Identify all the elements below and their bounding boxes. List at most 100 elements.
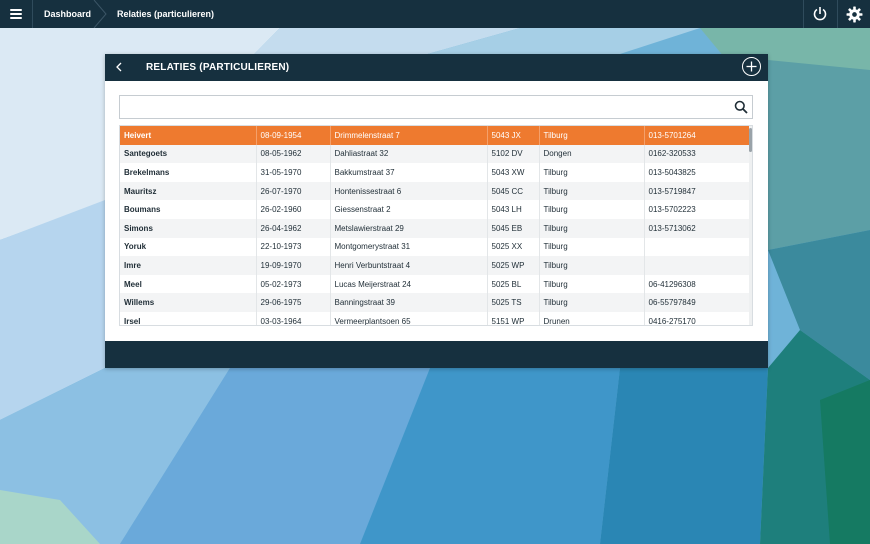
postcode-cell: 5025 XX: [487, 237, 540, 257]
panel-title: RELATIES (PARTICULIEREN): [146, 62, 290, 73]
phone-cell: 06-41296308: [644, 274, 752, 294]
phone-cell: [644, 237, 752, 257]
phone-cell: [644, 256, 752, 275]
postcode-cell: 5025 WP: [487, 256, 540, 275]
address-cell: Banningstraat 39: [330, 293, 488, 312]
birthdate-cell: 26-02-1960: [256, 200, 331, 219]
postcode-cell: 5151 WP: [487, 311, 540, 325]
table-row[interactable]: Yoruk 22-10-1973 Montgomerystraat 31 5025 X…: [120, 237, 752, 257]
panel-header: RELATIES (PARTICULIEREN): [105, 54, 768, 81]
birthdate-cell: 31-05-1970: [256, 163, 331, 182]
postcode-cell: 5025 BL: [487, 274, 540, 294]
city-cell: Tilburg: [539, 237, 645, 257]
relations-panel: RELATIES (PARTICULIEREN) Heivert 08-09-19…: [105, 54, 768, 368]
birthdate-cell: 26-07-1970: [256, 181, 331, 201]
address-cell: Metslawierstraat 29: [330, 218, 488, 238]
postcode-cell: 5102 DV: [487, 144, 540, 164]
table-row[interactable]: Boumans 26-02-1960 Giessenstraat 2 5043 LH T…: [120, 200, 752, 219]
table-scrollbar[interactable]: [749, 126, 752, 325]
menu-button[interactable]: [0, 0, 33, 28]
table-row[interactable]: Mauritsz 26-07-1970 Hontenissestraat 6 5045…: [120, 181, 752, 201]
table-row[interactable]: Santegoets 08-05-1962 Dahliastraat 32 5102 …: [120, 144, 752, 164]
power-icon: [813, 7, 827, 21]
birthdate-cell: 03-03-1964: [256, 311, 331, 325]
phone-cell: 013-5043825: [644, 163, 752, 182]
city-cell: Tilburg: [539, 163, 645, 182]
name-cell: Simons: [120, 218, 257, 238]
birthdate-cell: 19-09-1970: [256, 256, 331, 275]
address-cell: Lucas Meijerstraat 24: [330, 274, 488, 294]
breadcrumb-separator-icon: [93, 0, 107, 28]
address-cell: Henri Verbuntstraat 4: [330, 256, 488, 275]
name-cell: Imre: [120, 256, 257, 275]
postcode-cell: 5043 LH: [487, 200, 540, 219]
table-row-selected[interactable]: Heivert 08-09-1954 Drimmelenstraat 7 5043 J…: [120, 126, 752, 145]
table-row[interactable]: Simons 26-04-1962 Metslawierstraat 29 5045 …: [120, 218, 752, 238]
phone-cell: 06-55797849: [644, 293, 752, 312]
name-cell: Meel: [120, 274, 257, 294]
address-cell: Vermeerplantsoen 65: [330, 311, 488, 325]
name-cell: Mauritsz: [120, 181, 257, 201]
name-cell: Boumans: [120, 200, 257, 219]
phone-cell: 013-5701264: [644, 126, 752, 145]
city-cell: Tilburg: [539, 200, 645, 219]
table-row[interactable]: Brekelmans 31-05-1970 Bakkumstraat 37 5043 …: [120, 163, 752, 182]
breadcrumb-current: Relaties (particulieren): [117, 9, 215, 19]
name-cell: Brekelmans: [120, 163, 257, 182]
city-cell: Tilburg: [539, 293, 645, 312]
birthdate-cell: 29-06-1975: [256, 293, 331, 312]
relations-table: Heivert 08-09-1954 Drimmelenstraat 7 5043 J…: [119, 125, 753, 326]
birthdate-cell: 22-10-1973: [256, 237, 331, 257]
address-cell: Giessenstraat 2: [330, 200, 488, 219]
search-icon[interactable]: [734, 100, 748, 114]
address-cell: Dahliastraat 32: [330, 144, 488, 164]
city-cell: Drunen: [539, 311, 645, 325]
breadcrumb-dashboard[interactable]: Dashboard: [44, 9, 92, 19]
name-cell: Irsel: [120, 311, 257, 325]
birthdate-cell: 26-04-1962: [256, 218, 331, 238]
name-cell: Yoruk: [120, 237, 257, 257]
city-cell: Dongen: [539, 144, 645, 164]
table-row[interactable]: Imre 19-09-1970 Henri Verbuntstraat 4 5025 …: [120, 256, 752, 275]
address-cell: Montgomerystraat 31: [330, 237, 488, 257]
top-bar: Dashboard Relaties (particulieren): [0, 0, 870, 28]
address-cell: Hontenissestraat 6: [330, 181, 488, 201]
name-cell: Willems: [120, 293, 257, 312]
back-chevron-icon[interactable]: [111, 59, 127, 75]
name-cell: Heivert: [120, 126, 257, 145]
city-cell: Tilburg: [539, 126, 645, 145]
panel-footer: [105, 341, 768, 368]
menu-icon: [10, 9, 22, 19]
name-cell: Santegoets: [120, 144, 257, 164]
table-row[interactable]: Irsel 03-03-1964 Vermeerplantsoen 65 5151 W…: [120, 311, 752, 325]
phone-cell: 013-5702223: [644, 200, 752, 219]
postcode-cell: 5043 JX: [487, 126, 540, 145]
city-cell: Tilburg: [539, 181, 645, 201]
phone-cell: 0162-320533: [644, 144, 752, 164]
address-cell: Bakkumstraat 37: [330, 163, 488, 182]
birthdate-cell: 05-02-1973: [256, 274, 331, 294]
birthdate-cell: 08-05-1962: [256, 144, 331, 164]
postcode-cell: 5045 EB: [487, 218, 540, 238]
search-field: [119, 95, 753, 119]
table-row[interactable]: Meel 05-02-1973 Lucas Meijerstraat 24 5025 …: [120, 274, 752, 294]
city-cell: Tilburg: [539, 274, 645, 294]
city-cell: Tilburg: [539, 256, 645, 275]
scrollbar-thumb[interactable]: [749, 128, 752, 152]
postcode-cell: 5025 TS: [487, 293, 540, 312]
phone-cell: 0416-275170: [644, 311, 752, 325]
phone-cell: 013-5713062: [644, 218, 752, 238]
power-button[interactable]: [803, 0, 837, 28]
city-cell: Tilburg: [539, 218, 645, 238]
add-relation-button[interactable]: [742, 57, 761, 76]
plus-icon: [746, 61, 757, 72]
postcode-cell: 5045 CC: [487, 181, 540, 201]
birthdate-cell: 08-09-1954: [256, 126, 331, 145]
gear-icon: [846, 6, 863, 23]
phone-cell: 013-5719847: [644, 181, 752, 201]
address-cell: Drimmelenstraat 7: [330, 126, 488, 145]
search-input[interactable]: [120, 96, 732, 118]
table-row[interactable]: Willems 29-06-1975 Banningstraat 39 5025 TS…: [120, 293, 752, 312]
postcode-cell: 5043 XW: [487, 163, 540, 182]
settings-button[interactable]: [837, 0, 870, 28]
